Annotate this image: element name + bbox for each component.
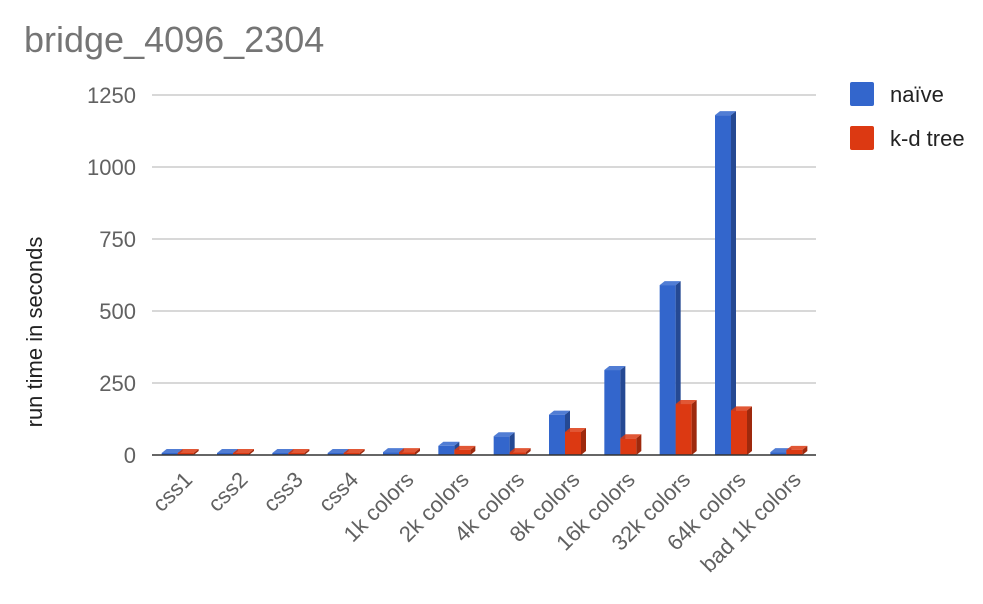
x-tick-label: css3 [258, 467, 308, 517]
legend-label: naïve [890, 82, 944, 107]
bar-kd-tree [233, 449, 254, 455]
legend: naïve k-d tree [850, 82, 965, 151]
bar-naive [659, 281, 681, 455]
bar-kd-tree [177, 449, 199, 455]
y-tick-label: 750 [99, 227, 136, 252]
bar-kd-tree [288, 449, 310, 455]
y-axis-label: run time in seconds [22, 237, 47, 428]
bar-kd-tree [399, 448, 420, 455]
bar-kd-tree [509, 448, 531, 455]
bar-kd-tree [675, 400, 697, 455]
legend-swatch [850, 126, 874, 150]
y-axis-ticks: 0 250 500 750 1000 1250 [87, 83, 136, 468]
bar-kd-tree [731, 406, 752, 455]
bar-kd-tree [343, 449, 365, 455]
x-tick-label: css2 [203, 467, 253, 517]
chart-title: bridge_4096_2304 [24, 19, 324, 60]
legend-label: k-d tree [890, 126, 965, 151]
bars [161, 111, 808, 455]
y-tick-label: 1250 [87, 83, 136, 108]
bar-kd-tree [454, 445, 476, 455]
legend-swatch [850, 82, 874, 106]
y-tick-label: 0 [124, 443, 136, 468]
bar-naive [715, 111, 736, 455]
bar-naive [549, 410, 570, 455]
gridlines [152, 94, 816, 384]
y-tick-label: 1000 [87, 155, 136, 180]
y-tick-label: 250 [99, 371, 136, 396]
bar-kd-tree [786, 445, 808, 455]
y-tick-label: 500 [99, 299, 136, 324]
bar-naive [604, 366, 626, 455]
x-tick-label: css4 [314, 467, 364, 517]
x-tick-label: css1 [148, 467, 198, 517]
bar-kd-tree [565, 427, 586, 455]
bar-kd-tree [620, 434, 642, 455]
